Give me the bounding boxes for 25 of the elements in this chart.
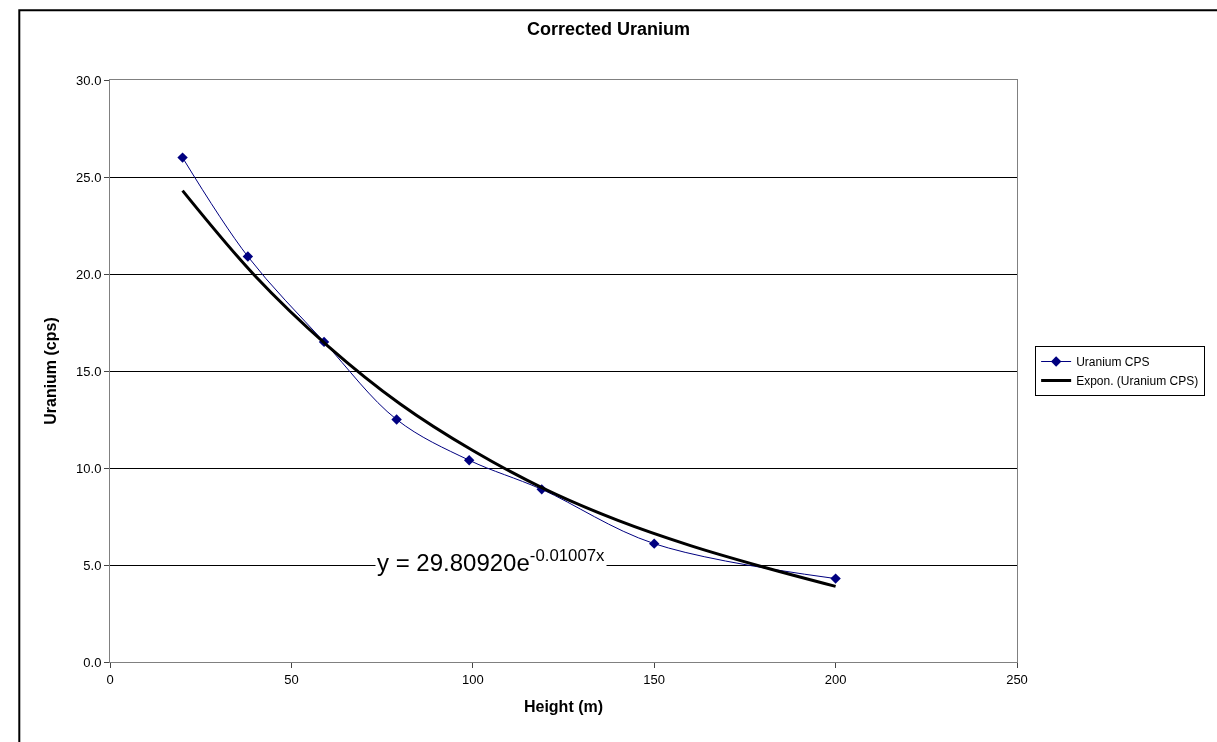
annotation: y = 29.80920e$^{-0.01007x}$ [377, 546, 606, 577]
x-tick-label: 100 [461, 671, 484, 687]
y-tick-label: 25.0 [76, 169, 102, 185]
point [649, 538, 660, 549]
y-tick-label: 30.0 [76, 72, 102, 88]
x-tick-label: 150 [643, 671, 666, 687]
x-tick-label: 0 [106, 671, 114, 687]
point [463, 455, 475, 466]
y-tick-label: 10.0 [76, 460, 102, 476]
point [830, 573, 841, 584]
x-tick-label: 250 [1006, 671, 1028, 687]
point [177, 152, 188, 163]
y-tick-label: 15.0 [76, 363, 102, 379]
y-tick-label: 20.0 [76, 266, 102, 282]
y-tick-label: 5.0 [83, 557, 102, 573]
y-tick-label: 0.0 [83, 654, 102, 670]
legend-label: Expon. (Uranium CPS) [1076, 374, 1199, 389]
y-axis-title: Uranium (cps) [41, 317, 59, 425]
x-tick-label: 200 [824, 671, 847, 687]
point [242, 251, 254, 262]
legend-label: Uranium CPS [1076, 355, 1150, 370]
x-axis-title: Height (m) [523, 698, 604, 716]
point [391, 414, 402, 425]
chart-title: Corrected Uranium [526, 18, 691, 39]
x-tick-label: 50 [284, 671, 299, 687]
